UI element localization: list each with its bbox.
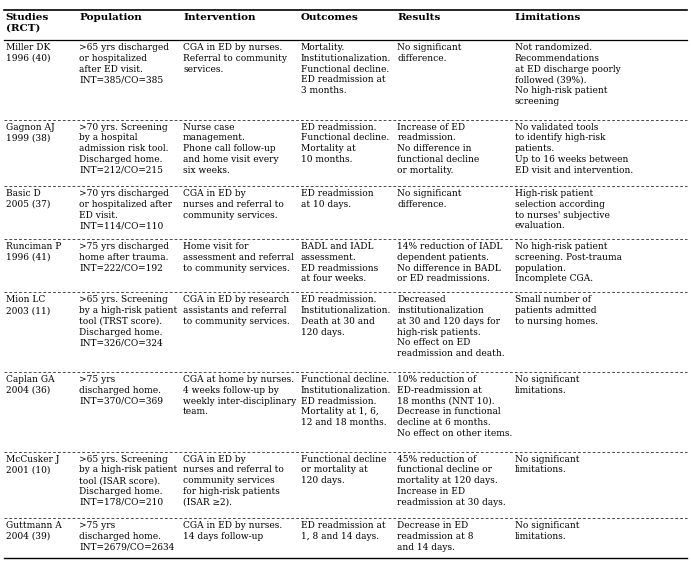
Text: Intervention: Intervention — [183, 13, 256, 22]
Text: Limitations: Limitations — [515, 13, 581, 22]
Text: No significant
limitations.: No significant limitations. — [515, 521, 579, 541]
Text: Functional decline.
Institutionalization.
ED readmission.
Mortality at 1, 6,
12 : Functional decline. Institutionalization… — [301, 375, 391, 427]
Text: No high-risk patient
screening. Post-trauma
population.
Incomplete CGA.: No high-risk patient screening. Post-tra… — [515, 242, 622, 284]
Text: Guttmann A
2004 (39): Guttmann A 2004 (39) — [6, 521, 61, 541]
Text: Decrease in ED
readmission at 8
and 14 days.: Decrease in ED readmission at 8 and 14 d… — [397, 521, 474, 552]
Text: Nurse case
management.
Phone call follow-up
and home visit every
six weeks.: Nurse case management. Phone call follow… — [183, 123, 278, 175]
Text: CGA in ED by nurses.
Referral to community
services.: CGA in ED by nurses. Referral to communi… — [183, 43, 287, 74]
Text: 14% reduction of IADL
dependent patients.
No difference in BADL
or ED readmissio: 14% reduction of IADL dependent patients… — [397, 242, 502, 284]
Text: CGA in ED by research
assistants and referral
to community services.: CGA in ED by research assistants and ref… — [183, 295, 290, 326]
Text: Gagnon AJ
1999 (38): Gagnon AJ 1999 (38) — [6, 123, 55, 143]
Text: ED readmission.
Institutionalization.
Death at 30 and
120 days.: ED readmission. Institutionalization. De… — [301, 295, 391, 337]
Text: CGA in ED by
nurses and referral to
community services
for high-risk patients
(I: CGA in ED by nurses and referral to comm… — [183, 454, 284, 507]
Text: Increase of ED
readmission.
No difference in
functional decline
or mortality.: Increase of ED readmission. No differenc… — [397, 123, 480, 175]
Text: Outcomes: Outcomes — [301, 13, 359, 22]
Text: CGA in ED by
nurses and referral to
community services.: CGA in ED by nurses and referral to comm… — [183, 189, 284, 220]
Text: High-risk patient
selection according
to nurses' subjective
evaluation.: High-risk patient selection according to… — [515, 189, 609, 230]
Text: Mion LC
2003 (11): Mion LC 2003 (11) — [6, 295, 50, 315]
Text: >75 yrs
discharged home.
INT=370/CO=369: >75 yrs discharged home. INT=370/CO=369 — [79, 375, 164, 406]
Text: >65 yrs. Screening
by a high-risk patient
tool (TRST score).
Discharged home.
IN: >65 yrs. Screening by a high-risk patien… — [79, 295, 178, 348]
Text: >75 yrs
discharged home.
INT=2679/CO=2634: >75 yrs discharged home. INT=2679/CO=263… — [79, 521, 175, 552]
Text: >65 yrs. Screening
by a high-risk patient
tool (ISAR score).
Discharged home.
IN: >65 yrs. Screening by a high-risk patien… — [79, 454, 178, 507]
Text: >65 yrs discharged
or hospitalized
after ED visit.
INT=385/CO=385: >65 yrs discharged or hospitalized after… — [79, 43, 169, 84]
Text: ED readmission at
1, 8 and 14 days.: ED readmission at 1, 8 and 14 days. — [301, 521, 385, 541]
Text: Population: Population — [79, 13, 142, 22]
Text: Home visit for
assessment and referral
to community services.: Home visit for assessment and referral t… — [183, 242, 294, 273]
Text: Miller DK
1996 (40): Miller DK 1996 (40) — [6, 43, 50, 63]
Text: No significant
difference.: No significant difference. — [397, 43, 462, 63]
Text: Mortality.
Institutionalization.
Functional decline.
ED readmission at
3 months.: Mortality. Institutionalization. Functio… — [301, 43, 391, 95]
Text: McCusker J
2001 (10): McCusker J 2001 (10) — [6, 454, 59, 474]
Text: ED readmission.
Functional decline.
Mortality at
10 months.: ED readmission. Functional decline. Mort… — [301, 123, 389, 164]
Text: No significant
limitations.: No significant limitations. — [515, 454, 579, 474]
Text: Decreased
institutionalization
at 30 and 120 days for
high-risk patients.
No eff: Decreased institutionalization at 30 and… — [397, 295, 505, 358]
Text: BADL and IADL
assessment.
ED readmissions
at four weeks.: BADL and IADL assessment. ED readmission… — [301, 242, 378, 284]
Text: No significant
limitations.: No significant limitations. — [515, 375, 579, 395]
Text: CGA in ED by nurses.
14 days follow-up: CGA in ED by nurses. 14 days follow-up — [183, 521, 283, 541]
Text: Small number of
patients admitted
to nursing homes.: Small number of patients admitted to nur… — [515, 295, 598, 326]
Text: 10% reduction of
ED-readmission at
18 months (NNT 10).
Decrease in functional
de: 10% reduction of ED-readmission at 18 mo… — [397, 375, 513, 438]
Text: >75 yrs discharged
home after trauma.
INT=222/CO=192: >75 yrs discharged home after trauma. IN… — [79, 242, 169, 273]
Text: Runciman P
1996 (41): Runciman P 1996 (41) — [6, 242, 61, 262]
Text: >70 yrs discharged
or hospitalized after
ED visit.
INT=114/CO=110: >70 yrs discharged or hospitalized after… — [79, 189, 173, 230]
Text: No validated tools
to identify high-risk
patients.
Up to 16 weeks between
ED vis: No validated tools to identify high-risk… — [515, 123, 633, 175]
Text: ED readmission
at 10 days.: ED readmission at 10 days. — [301, 189, 373, 209]
Text: 45% reduction of
functional decline or
mortality at 120 days.
Increase in ED
rea: 45% reduction of functional decline or m… — [397, 454, 506, 507]
Text: No significant
difference.: No significant difference. — [397, 189, 462, 209]
Text: CGA at home by nurses.
4 weeks follow-up by
weekly inter-disciplinary
team.: CGA at home by nurses. 4 weeks follow-up… — [183, 375, 296, 417]
Text: Functional decline
or mortality at
120 days.: Functional decline or mortality at 120 d… — [301, 454, 386, 485]
Text: >70 yrs. Screening
by a hospital
admission risk tool.
Discharged home.
INT=212/C: >70 yrs. Screening by a hospital admissi… — [79, 123, 169, 175]
Text: Basic D
2005 (37): Basic D 2005 (37) — [6, 189, 50, 209]
Text: Studies
(RCT): Studies (RCT) — [6, 13, 49, 32]
Text: Caplan GA
2004 (36): Caplan GA 2004 (36) — [6, 375, 54, 395]
Text: Results: Results — [397, 13, 441, 22]
Text: Not randomized.
Recommendations
at ED discharge poorly
followed (39%).
No high-r: Not randomized. Recommendations at ED di… — [515, 43, 621, 106]
